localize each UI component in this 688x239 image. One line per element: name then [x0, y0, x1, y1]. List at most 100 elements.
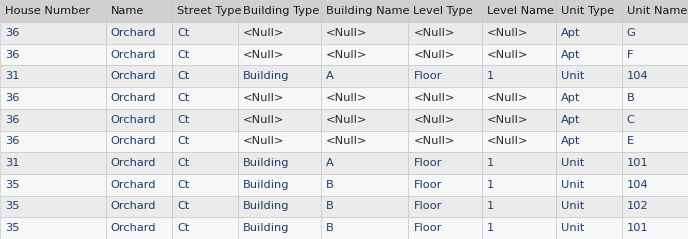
Text: Ct: Ct: [177, 115, 189, 125]
Bar: [555, 87, 622, 109]
Text: B: B: [326, 201, 334, 212]
Bar: [482, 0, 555, 22]
Text: Ct: Ct: [177, 28, 189, 38]
Text: Unit Name: Unit Name: [627, 6, 687, 16]
Bar: [0, 109, 106, 130]
Bar: [555, 109, 622, 130]
Text: Orchard: Orchard: [111, 158, 156, 168]
Text: B: B: [326, 180, 334, 190]
Text: 1: 1: [487, 158, 494, 168]
Bar: [238, 0, 321, 22]
Text: <Null>: <Null>: [413, 93, 455, 103]
Bar: [106, 109, 172, 130]
Bar: [321, 174, 409, 196]
Bar: [0, 44, 106, 65]
Text: <Null>: <Null>: [487, 49, 528, 60]
Text: <Null>: <Null>: [244, 115, 285, 125]
Bar: [238, 196, 321, 217]
Bar: [622, 87, 688, 109]
Bar: [238, 44, 321, 65]
Text: A: A: [326, 71, 334, 81]
Text: 1: 1: [487, 201, 494, 212]
Bar: [172, 109, 238, 130]
Bar: [172, 0, 238, 22]
Bar: [555, 174, 622, 196]
Bar: [555, 130, 622, 152]
Bar: [409, 109, 482, 130]
Text: 31: 31: [5, 158, 19, 168]
Text: Floor: Floor: [413, 180, 442, 190]
Bar: [0, 22, 106, 44]
Text: Floor: Floor: [413, 201, 442, 212]
Text: <Null>: <Null>: [326, 136, 367, 146]
Text: Orchard: Orchard: [111, 49, 156, 60]
Bar: [555, 44, 622, 65]
Bar: [482, 130, 555, 152]
Text: 1: 1: [487, 180, 494, 190]
Text: Ct: Ct: [177, 180, 189, 190]
Bar: [172, 44, 238, 65]
Bar: [555, 152, 622, 174]
Text: <Null>: <Null>: [244, 28, 285, 38]
Bar: [482, 87, 555, 109]
Text: 35: 35: [5, 180, 19, 190]
Bar: [622, 65, 688, 87]
Text: 31: 31: [5, 71, 19, 81]
Bar: [106, 44, 172, 65]
Text: Floor: Floor: [413, 158, 442, 168]
Bar: [482, 196, 555, 217]
Bar: [409, 152, 482, 174]
Bar: [482, 174, 555, 196]
Text: Level Name: Level Name: [487, 6, 554, 16]
Text: 36: 36: [5, 93, 19, 103]
Text: Floor: Floor: [413, 71, 442, 81]
Text: 101: 101: [627, 223, 649, 233]
Text: <Null>: <Null>: [487, 93, 528, 103]
Bar: [555, 65, 622, 87]
Bar: [321, 130, 409, 152]
Text: <Null>: <Null>: [244, 49, 285, 60]
Text: Ct: Ct: [177, 201, 189, 212]
Text: <Null>: <Null>: [487, 115, 528, 125]
Text: House Number: House Number: [5, 6, 90, 16]
Bar: [0, 217, 106, 239]
Bar: [0, 174, 106, 196]
Text: Apt: Apt: [561, 93, 580, 103]
Bar: [409, 22, 482, 44]
Text: <Null>: <Null>: [413, 136, 455, 146]
Bar: [321, 217, 409, 239]
Bar: [321, 0, 409, 22]
Text: Building: Building: [244, 223, 290, 233]
Text: 1: 1: [487, 223, 494, 233]
Text: Building: Building: [244, 158, 290, 168]
Text: Orchard: Orchard: [111, 93, 156, 103]
Text: Orchard: Orchard: [111, 136, 156, 146]
Text: <Null>: <Null>: [326, 93, 367, 103]
Bar: [238, 174, 321, 196]
Bar: [622, 0, 688, 22]
Bar: [172, 152, 238, 174]
Text: Unit: Unit: [561, 223, 584, 233]
Text: <Null>: <Null>: [487, 136, 528, 146]
Text: 101: 101: [627, 158, 649, 168]
Bar: [555, 0, 622, 22]
Bar: [0, 196, 106, 217]
Text: Floor: Floor: [413, 223, 442, 233]
Bar: [106, 196, 172, 217]
Text: Building: Building: [244, 180, 290, 190]
Bar: [321, 152, 409, 174]
Text: Orchard: Orchard: [111, 71, 156, 81]
Text: G: G: [627, 28, 636, 38]
Text: Ct: Ct: [177, 93, 189, 103]
Text: Orchard: Orchard: [111, 223, 156, 233]
Bar: [622, 217, 688, 239]
Text: <Null>: <Null>: [413, 115, 455, 125]
Text: Unit: Unit: [561, 71, 584, 81]
Bar: [409, 44, 482, 65]
Bar: [238, 217, 321, 239]
Text: E: E: [627, 136, 634, 146]
Text: B: B: [627, 93, 634, 103]
Text: Ct: Ct: [177, 49, 189, 60]
Bar: [482, 22, 555, 44]
Bar: [0, 130, 106, 152]
